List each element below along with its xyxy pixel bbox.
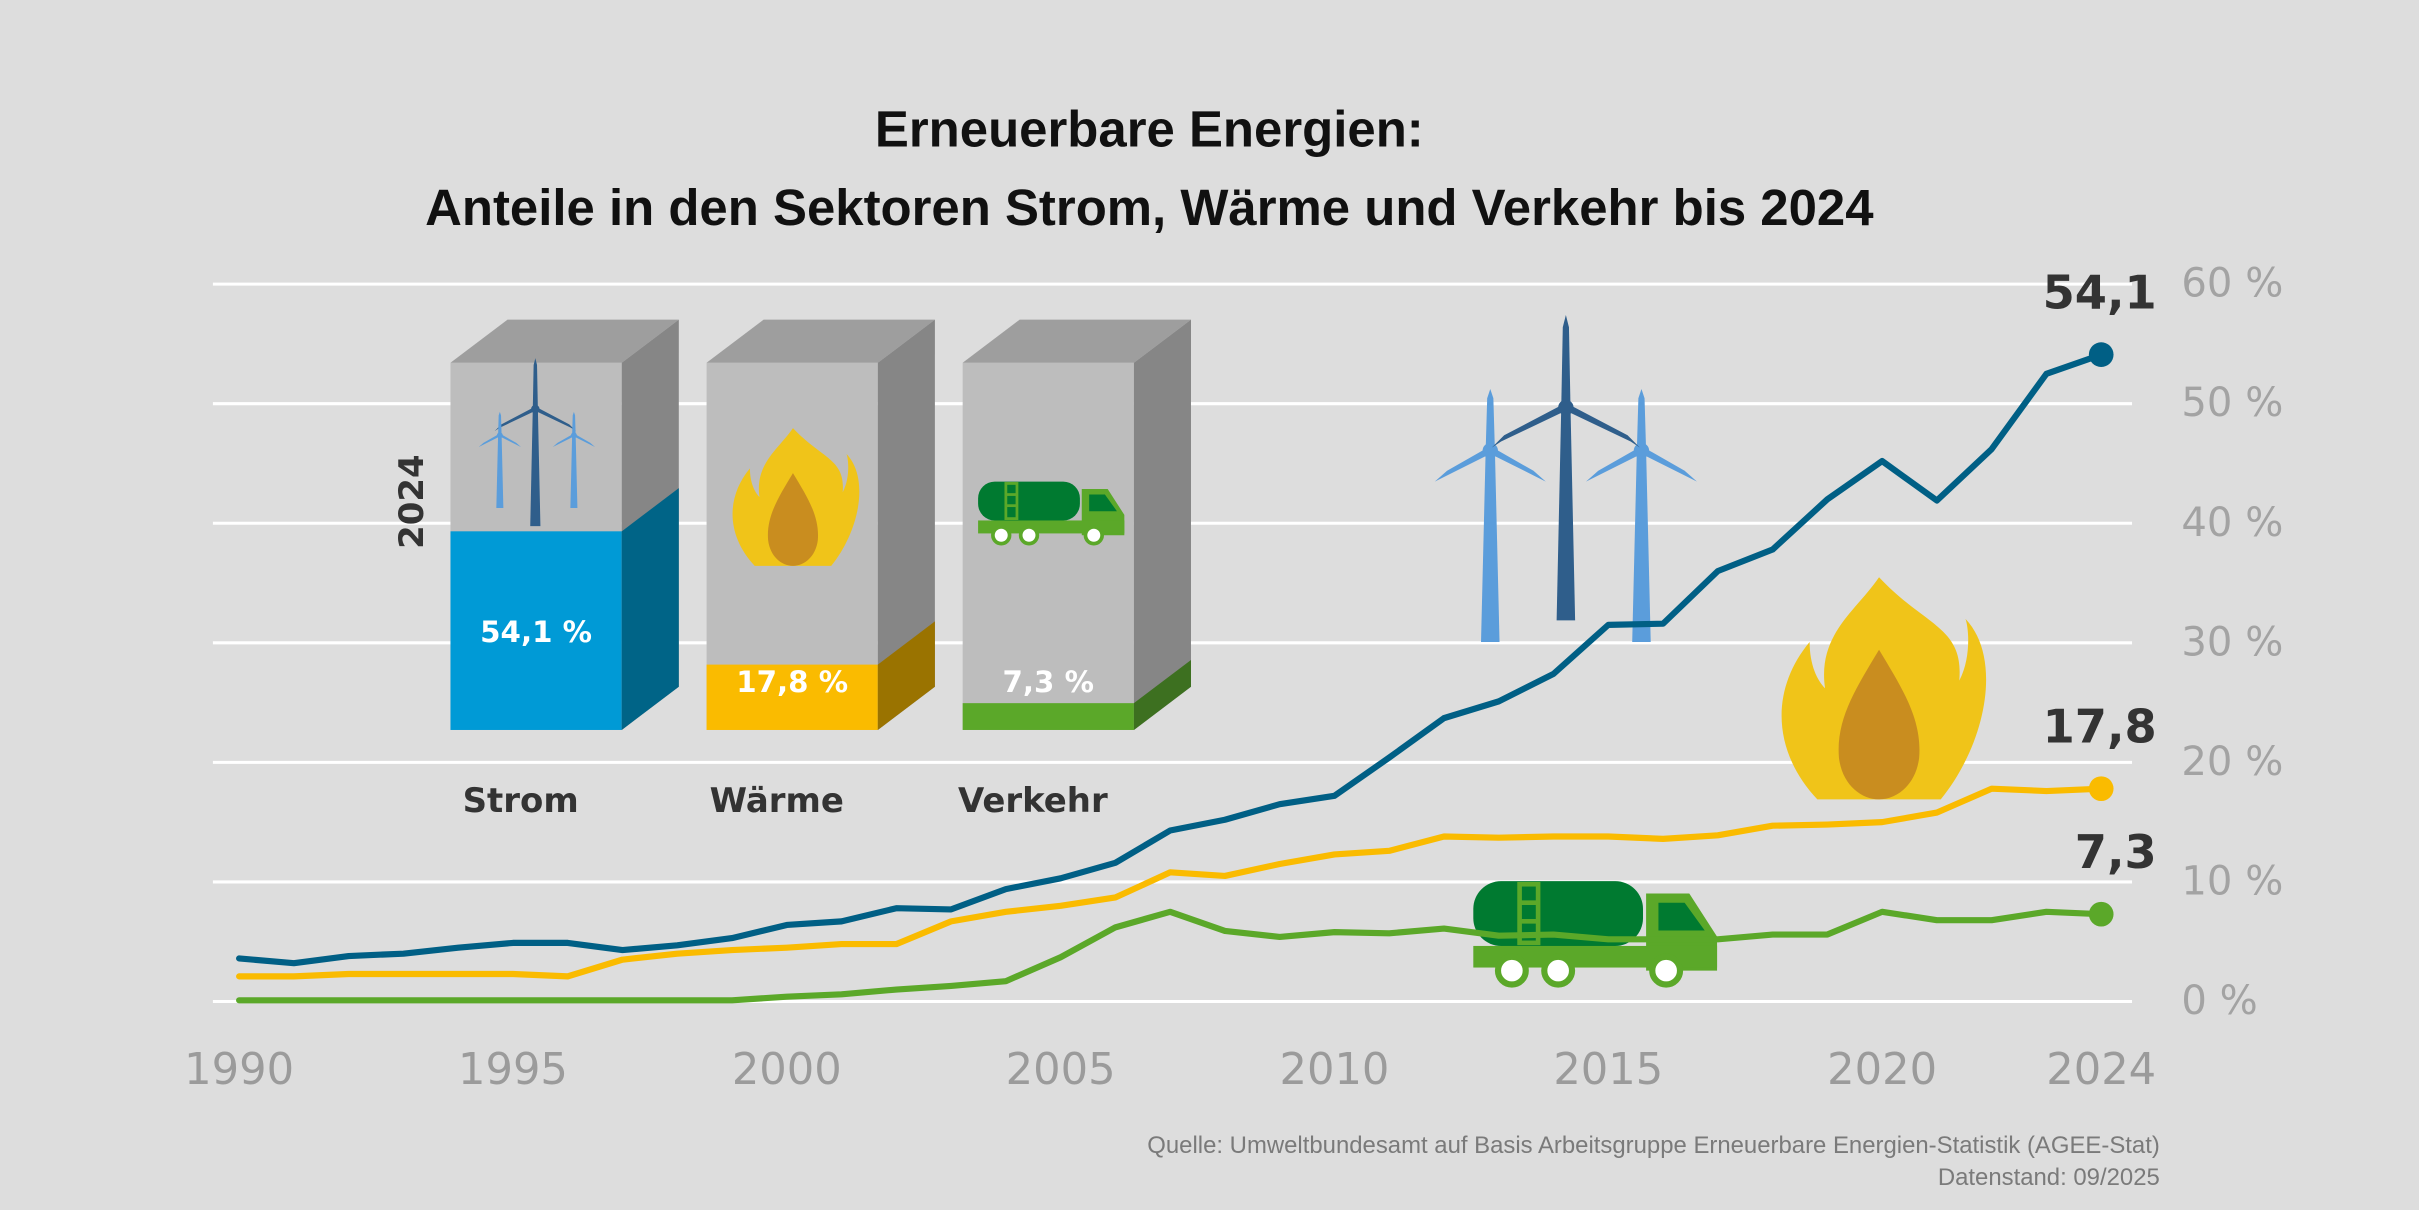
x-tick-label: 2024 [2046, 1045, 2156, 1095]
box-front [962, 362, 1134, 730]
box-side [877, 319, 935, 730]
y-tick-label: 30 % [2181, 619, 2283, 665]
flame-icon [1781, 577, 1987, 800]
x-tick-label: 2010 [1280, 1045, 1390, 1095]
category-label: Wärme [710, 781, 844, 821]
bar [450, 531, 622, 730]
box-top [450, 319, 679, 363]
bar [706, 664, 878, 730]
bar-side [1133, 659, 1191, 730]
x-tick-label: 2005 [1006, 1045, 1116, 1095]
box-side [1133, 319, 1191, 730]
bar-side [877, 621, 935, 730]
inset-bars: 54,1 % Strom 17,8 % Wärme 7,3 % Verkehr 2024 [392, 319, 1191, 821]
box-top [706, 319, 935, 363]
y-tick-label: 40 % [2181, 500, 2283, 546]
chart-subtitle: Anteile in den Sektoren Strom, Wärme und… [425, 179, 1874, 236]
x-tick-label: 1990 [184, 1045, 294, 1095]
data-date: Datenstand: 09/2025 [1938, 1164, 2160, 1191]
x-tick-label: 1995 [458, 1045, 568, 1095]
lines: Strom 54,1 Wärme 17,8 Verkehr 7,3 [236, 266, 2157, 1004]
category-label: Strom [463, 781, 579, 821]
y-tick-label: 50 % [2181, 380, 2283, 426]
x-tick-label: 2015 [1553, 1045, 1663, 1095]
bar [962, 703, 1134, 730]
bar-label: 7,3 % [1003, 665, 1094, 699]
inset-year: 2024 [392, 454, 432, 548]
category-label: Verkehr [958, 781, 1108, 821]
end-label: 17,8 [2043, 700, 2157, 754]
series-line [236, 351, 2105, 967]
end-point [2088, 901, 2114, 927]
x-tick-label: 2000 [732, 1045, 842, 1095]
chart-title: Erneuerbare Energien: [875, 100, 1424, 157]
bar-label: 54,1 % [480, 615, 592, 649]
end-label: 54,1 [2043, 266, 2157, 320]
bar-label: 17,8 % [736, 665, 848, 699]
y-tick-label: 0 % [2181, 978, 2257, 1024]
y-tick-label: 60 % [2181, 261, 2283, 307]
end-label: 7,3 [2075, 825, 2157, 879]
series-line [236, 785, 2105, 980]
box-top [962, 319, 1191, 363]
source: Quelle: Umweltbundesamt auf Basis Arbeit… [1147, 1132, 2160, 1159]
y-tick-label: 10 % [2181, 858, 2283, 904]
end-point [2088, 342, 2114, 367]
series-line [236, 908, 2105, 1004]
turbine-icon [1491, 314, 1640, 621]
end-point [2088, 776, 2114, 802]
bar-side [621, 488, 679, 730]
y-tick-label: 20 % [2181, 739, 2283, 785]
x-tick-label: 2020 [1827, 1045, 1937, 1095]
